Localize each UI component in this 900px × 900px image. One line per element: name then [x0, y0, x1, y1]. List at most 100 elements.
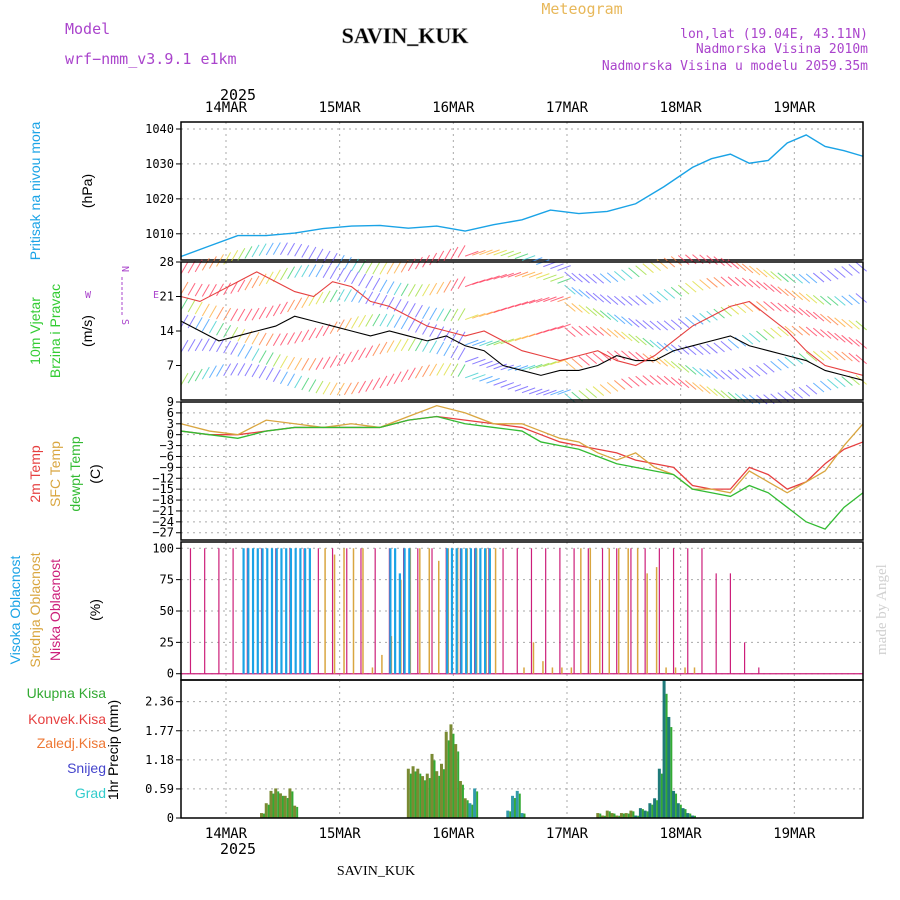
wind-barb — [322, 265, 331, 278]
compass-w: W — [85, 290, 92, 301]
precip-bar — [416, 768, 420, 818]
model-label: Model — [65, 20, 110, 38]
precip-bar-total — [291, 791, 294, 818]
precip-bar — [681, 808, 685, 818]
wind-barb — [749, 265, 761, 276]
wind-barb — [557, 277, 571, 284]
wind-barb — [614, 350, 626, 361]
model-altitude-text: Nadmorska Visina u modelu 2059.35m — [602, 59, 868, 74]
wind-barb — [329, 252, 338, 266]
x-tick-label-bottom: 19MAR — [773, 826, 816, 842]
temp-series-1 — [180, 404, 864, 494]
wind-barb — [479, 311, 493, 318]
precip-bar-total — [447, 740, 450, 818]
wind-barb — [536, 329, 550, 335]
wind-barb — [528, 272, 543, 278]
x-tick-label-top: 19MAR — [773, 100, 816, 116]
wind-barb — [351, 271, 359, 285]
wind-barb — [194, 317, 203, 330]
wind-barb — [379, 341, 388, 355]
precip-bar-total — [433, 760, 436, 818]
wind-barb — [301, 358, 310, 371]
wind-barb — [493, 273, 507, 280]
wind-barb — [187, 299, 196, 313]
wind-barb — [486, 362, 500, 369]
wind-barb — [436, 326, 445, 339]
wind-barb — [372, 313, 381, 327]
wind-barb — [798, 292, 811, 303]
wind-barb — [464, 372, 479, 379]
wind-barb — [343, 382, 352, 396]
wind-barb — [827, 378, 839, 389]
y-tick-label: 0.59 — [145, 782, 174, 796]
wind-barb — [727, 338, 740, 349]
precip-bar-total — [471, 804, 474, 818]
wind-barb — [784, 288, 796, 299]
wind-barb — [180, 297, 189, 311]
wind-barb — [827, 350, 839, 361]
wind-barb — [798, 273, 811, 284]
precip-bar — [425, 773, 429, 818]
wind-barb — [614, 271, 626, 281]
wind-barb — [443, 363, 452, 376]
wind-barb — [812, 382, 825, 393]
wind-barb — [429, 324, 438, 337]
wind-barb — [521, 364, 536, 371]
precip-bar — [439, 763, 443, 818]
wind-barb — [301, 329, 310, 343]
precip-bar — [643, 810, 647, 818]
wind-barb — [734, 261, 747, 272]
wind-barb — [386, 281, 395, 294]
pressure-panel-frame — [180, 121, 864, 261]
wind-barb — [599, 273, 612, 284]
precip-bar-total — [428, 778, 431, 818]
precip-bar-total — [296, 806, 299, 818]
y-tick-label: −6 — [160, 449, 174, 463]
wind-barb — [336, 289, 345, 302]
wind-barb — [649, 292, 661, 303]
wind-barb — [429, 252, 438, 266]
wind-barb — [855, 354, 867, 365]
wind-barb — [493, 363, 507, 370]
wind-barb — [223, 363, 232, 377]
wind-barb — [642, 294, 654, 304]
wind-barb — [322, 250, 331, 264]
wind-barb — [848, 294, 860, 305]
wind-barb — [536, 389, 550, 396]
wind-barb — [443, 328, 452, 341]
wind-barb — [400, 283, 409, 297]
wind-barb — [187, 282, 196, 296]
wind-barb — [536, 273, 550, 279]
wind-barb — [812, 272, 825, 283]
wind-barb — [685, 380, 697, 390]
wind-barb — [450, 246, 459, 260]
wind-barb — [216, 306, 224, 320]
wind-barb — [557, 265, 571, 271]
wind-barb — [486, 377, 500, 384]
wind-axis-subtitle: Brzina i Pravac — [47, 284, 63, 378]
wind-compass: N S W E — [85, 266, 159, 325]
wind-barb — [841, 376, 853, 386]
wind-barb — [606, 382, 619, 392]
wind-barb — [663, 288, 676, 299]
wind-barb — [464, 314, 479, 321]
wind-barb — [656, 375, 669, 385]
wind-barb — [585, 273, 597, 284]
wind-barb — [187, 370, 196, 384]
wind-barb — [670, 256, 683, 266]
y-tick-label: −9 — [160, 460, 174, 474]
wind-barb — [500, 382, 515, 388]
wind-barb — [642, 320, 654, 330]
wind-barb — [336, 267, 345, 281]
cloud-axis-subtitle: Srednja Oblacnost — [27, 552, 43, 667]
wind-barb — [670, 344, 683, 354]
wind-barb — [606, 312, 619, 323]
wind-barb — [500, 250, 515, 257]
wind-barb — [635, 319, 647, 329]
wind-barb — [585, 325, 597, 336]
precip-bar — [260, 813, 264, 818]
wind-barb — [251, 244, 260, 258]
wind-barb — [493, 249, 507, 256]
wind-barb — [543, 361, 557, 367]
wind-barb — [543, 389, 557, 396]
